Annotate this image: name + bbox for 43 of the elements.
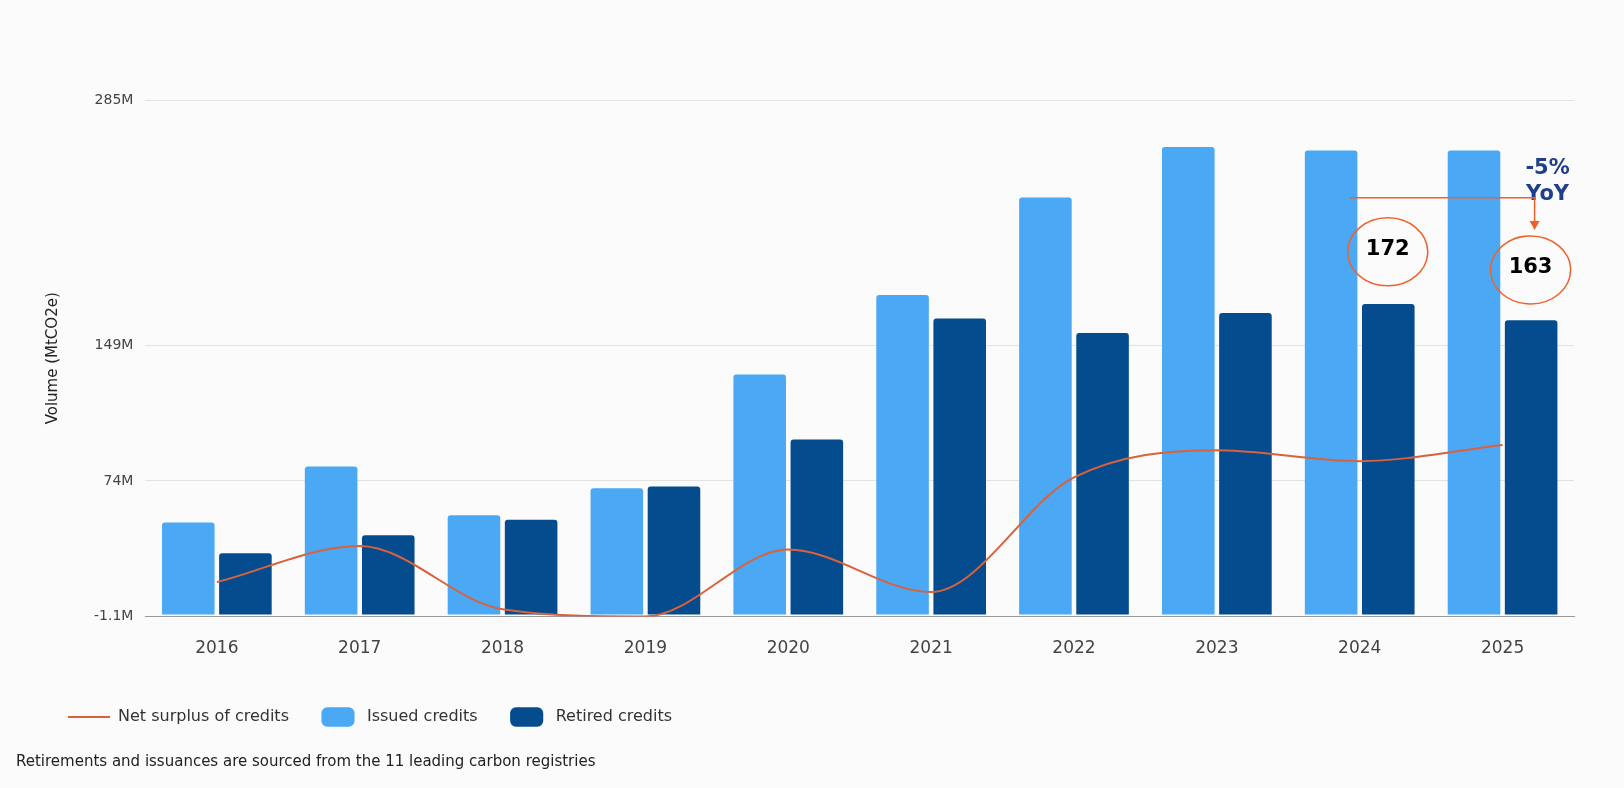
y-tick-label: 285M xyxy=(94,90,134,107)
text: Retirements and issuances are sourced from the 11 leading carbon registries xyxy=(16,752,596,770)
bar xyxy=(304,466,358,615)
bar xyxy=(790,439,844,615)
line-series xyxy=(215,443,1504,617)
legend-label: Issued credits xyxy=(366,706,478,726)
bar xyxy=(161,522,215,615)
x-tick-label: 2016 xyxy=(195,637,239,658)
bar xyxy=(1362,304,1415,615)
x-tick-label: 2023 xyxy=(1195,637,1239,658)
x-tick-label: 2017 xyxy=(338,637,382,658)
x-tick-label: 2024 xyxy=(1338,637,1382,658)
bar xyxy=(647,486,701,615)
bar xyxy=(1447,150,1501,615)
bar xyxy=(933,318,986,615)
x-tick-label: 2020 xyxy=(766,637,810,658)
y-tick-label: -1.1M xyxy=(93,607,134,624)
bar xyxy=(1219,313,1272,615)
bar xyxy=(1504,320,1558,615)
y-tick-label: 74M xyxy=(103,471,134,488)
legend-label: Retired credits xyxy=(555,706,673,726)
y-axis-title: Volume (MtCO2e) xyxy=(42,292,61,425)
bar xyxy=(361,535,415,615)
bar xyxy=(876,295,929,615)
x-tick-label: 2021 xyxy=(909,637,953,658)
annotation: -5% YoY xyxy=(1525,154,1570,205)
y-tick-label: 149M xyxy=(94,336,134,353)
bar xyxy=(590,488,644,615)
x-tick-label: 2025 xyxy=(1480,637,1525,658)
bar xyxy=(1161,146,1215,615)
annotation: 172 xyxy=(1365,236,1410,261)
legend-label: Net surplus of credits xyxy=(118,706,289,726)
bar xyxy=(1304,150,1358,615)
bar xyxy=(733,374,786,615)
bar xyxy=(1019,197,1072,615)
bar xyxy=(504,519,558,615)
x-tick-label: 2022 xyxy=(1052,637,1096,658)
x-tick-label: 2019 xyxy=(623,637,668,658)
annotation: 163 xyxy=(1508,254,1553,279)
bar xyxy=(1076,332,1129,615)
bar xyxy=(219,553,272,615)
x-tick-label: 2018 xyxy=(480,637,525,658)
bar xyxy=(447,515,501,615)
